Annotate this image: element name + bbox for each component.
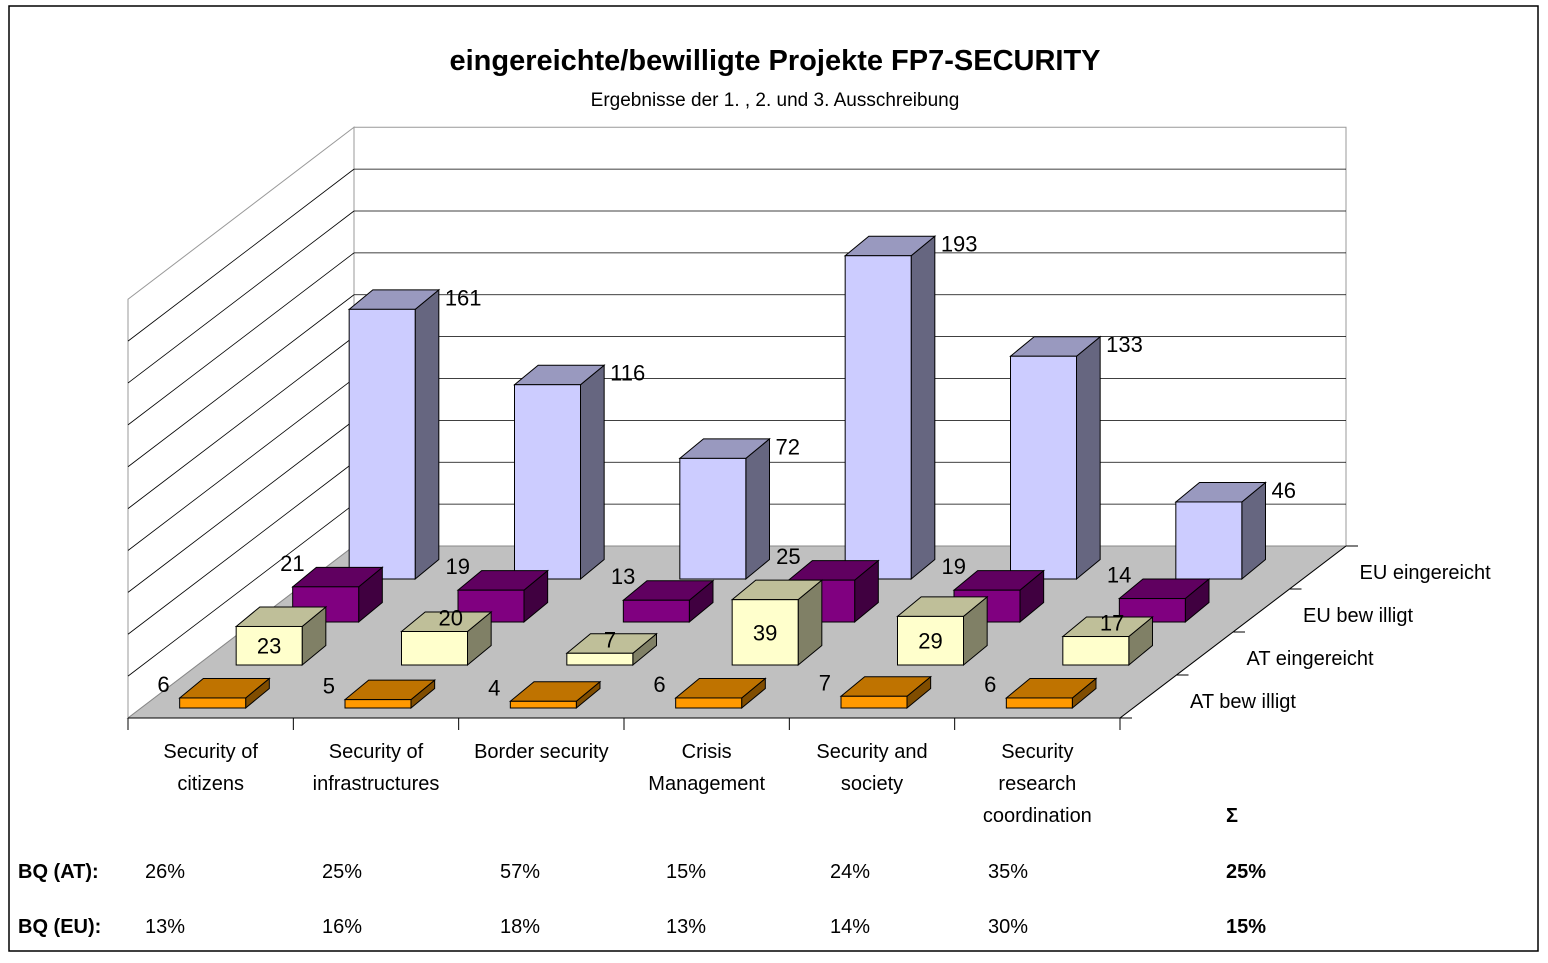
legend-entry: EU bew illigt xyxy=(1303,605,1413,627)
value-label: 46 xyxy=(1271,478,1295,503)
bar xyxy=(1117,577,1211,624)
bar xyxy=(400,610,493,667)
bar xyxy=(1009,335,1102,581)
category-label: society xyxy=(841,773,903,795)
category-label: coordination xyxy=(983,805,1092,827)
value-label: 7 xyxy=(604,627,616,652)
table-cell: 24% xyxy=(830,861,870,883)
value-label: 116 xyxy=(610,361,645,386)
value-label: 20 xyxy=(439,606,463,631)
bar xyxy=(787,559,880,624)
gridline-side xyxy=(127,336,355,509)
value-label: 19 xyxy=(942,554,966,579)
category-label: Security of xyxy=(329,741,424,763)
gridline-side xyxy=(127,252,355,426)
table-cell: 13% xyxy=(666,916,706,938)
value-label: 5 xyxy=(323,674,335,699)
value-label: 133 xyxy=(1106,332,1143,357)
value-label: 14 xyxy=(1107,563,1131,588)
bar xyxy=(674,677,767,710)
category-label: citizens xyxy=(177,773,244,795)
category-label: research xyxy=(998,773,1076,795)
value-label: 193 xyxy=(941,232,978,257)
value-label: 72 xyxy=(775,434,799,459)
bar xyxy=(234,605,328,667)
table-cell: 16% xyxy=(322,916,362,938)
bar xyxy=(343,679,437,710)
gridline-side xyxy=(127,461,355,635)
table-cell: 18% xyxy=(500,916,540,938)
chart-subtitle: Ergebnisse der 1. , 2. und 3. Ausschreib… xyxy=(591,90,960,111)
ratio-table: Σ BQ (AT): 26% 25% 57% 15% 24% 35% 25% BQ (EU): 13… xyxy=(18,805,1266,938)
category-labels: Security of citizens Security of infrastruc… xyxy=(163,741,1091,827)
value-label: 25 xyxy=(776,544,800,569)
table-cell: 57% xyxy=(500,861,540,883)
value-label: 6 xyxy=(157,672,169,697)
bar xyxy=(839,675,933,710)
value-label: 6 xyxy=(984,672,996,697)
value-label: 7 xyxy=(819,670,831,695)
value-label: 39 xyxy=(753,620,777,645)
bar xyxy=(730,579,824,667)
category-label: Management xyxy=(648,773,765,795)
bar xyxy=(178,677,271,710)
bar xyxy=(843,235,937,581)
value-label: 161 xyxy=(445,285,482,310)
category-label: Border security xyxy=(474,741,609,763)
category-label: Security xyxy=(1001,741,1073,763)
table-sum-cell: 25% xyxy=(1226,861,1266,883)
table-cell: 13% xyxy=(145,916,185,938)
value-label: 21 xyxy=(280,551,304,576)
bar xyxy=(1004,677,1098,710)
chart-title: eingereichte/bewilligte Projekte FP7-SEC… xyxy=(449,45,1100,77)
gridline-side xyxy=(127,378,355,551)
sum-header: Σ xyxy=(1226,805,1238,827)
bar xyxy=(621,579,715,624)
gridline-side xyxy=(127,420,355,593)
bar xyxy=(565,632,658,667)
category-label: Security and xyxy=(816,741,927,763)
bar xyxy=(513,364,606,581)
table-cell: 35% xyxy=(988,861,1028,883)
table-cell: 25% xyxy=(322,861,362,883)
table-cell: 15% xyxy=(666,861,706,883)
legend-entry: AT eingereicht xyxy=(1247,648,1375,670)
value-label: 29 xyxy=(918,629,942,654)
bar xyxy=(896,595,989,667)
bars-group xyxy=(178,235,1267,710)
value-label: 17 xyxy=(1100,611,1124,636)
legend: AT bew illigt AT eingereicht EU bew illigt… xyxy=(1190,562,1491,713)
value-label: 4 xyxy=(488,675,500,700)
table-row-label: BQ (EU): xyxy=(18,916,101,938)
gridline-side xyxy=(127,503,355,677)
table-cell: 30% xyxy=(988,916,1028,938)
bar xyxy=(1061,615,1154,667)
legend-entry: AT bew illigt xyxy=(1190,691,1296,713)
bar xyxy=(347,288,441,581)
category-label: infrastructures xyxy=(313,773,440,795)
value-label: 23 xyxy=(257,634,281,659)
table-sum-cell: 15% xyxy=(1226,916,1266,938)
value-label: 19 xyxy=(446,554,470,579)
category-label: Crisis xyxy=(682,741,732,763)
category-label: Security of xyxy=(163,741,258,763)
bar xyxy=(508,680,602,710)
gridline-side xyxy=(127,168,355,342)
value-label: 13 xyxy=(611,564,635,589)
table-cell: 14% xyxy=(830,916,870,938)
table-row-label: BQ (AT): xyxy=(18,861,99,883)
value-label: 6 xyxy=(653,672,665,697)
bar xyxy=(678,437,771,581)
gridline-side xyxy=(127,294,355,468)
bar xyxy=(1174,481,1267,581)
table-cell: 26% xyxy=(145,861,185,883)
gridline-side xyxy=(127,210,355,384)
legend-entry: EU eingereicht xyxy=(1360,562,1492,584)
